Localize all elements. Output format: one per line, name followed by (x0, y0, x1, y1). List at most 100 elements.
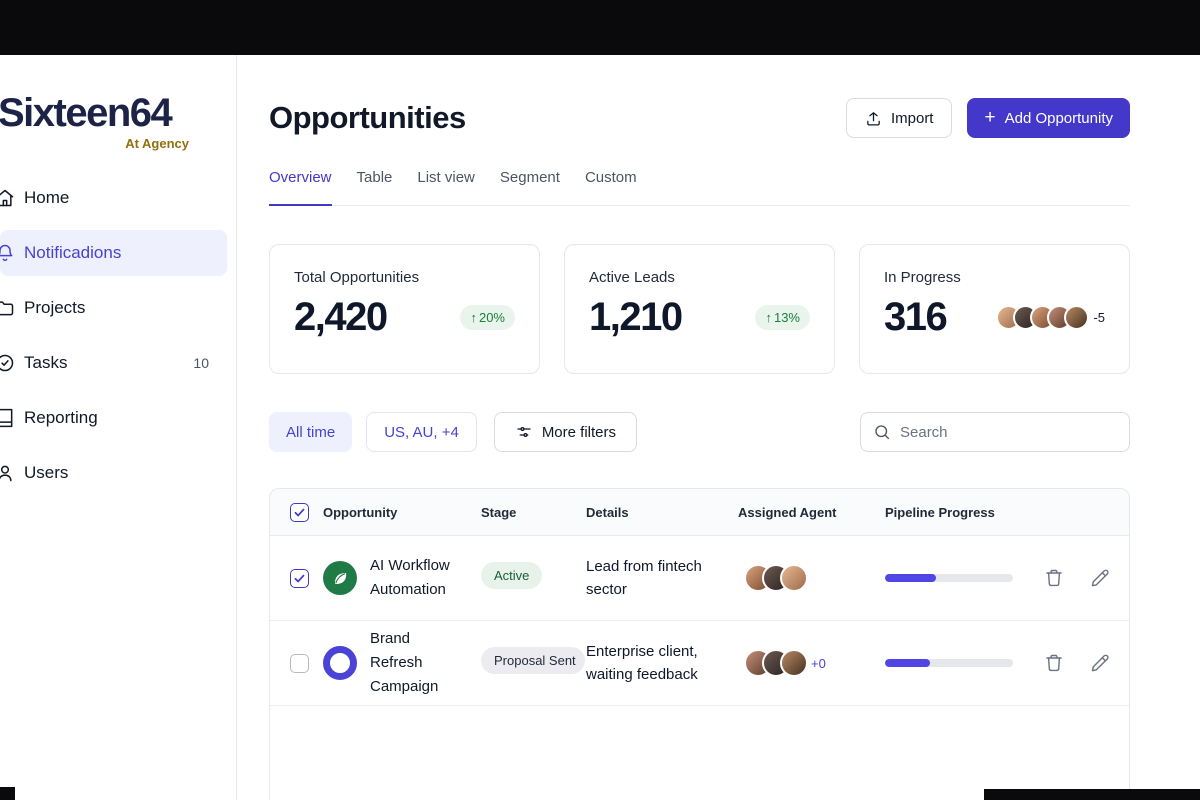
page-title: Opportunities (269, 100, 466, 135)
column-header-pipeline-progress: Pipeline Progress (885, 504, 995, 520)
sidebar-item-reporting[interactable]: Reporting (0, 395, 227, 441)
opportunity-ring-icon (323, 646, 357, 680)
stat-card-active-leads: Active Leads 1,210 ↑ 13% (564, 244, 835, 374)
sidebar-item-users[interactable]: Users (0, 450, 227, 496)
tab-bar: Overview Table List view Segment Custom (269, 169, 1130, 206)
pencil-icon (1091, 654, 1109, 672)
folder-icon (0, 298, 15, 318)
table-row: Brand Refresh Campaign Proposal Sent Ent… (270, 621, 1129, 706)
search-icon (875, 425, 890, 440)
stats-row: Total Opportunities 2,420 ↑ 20% Active L… (269, 244, 1130, 374)
trash-icon (1046, 654, 1062, 672)
sidebar-item-tasks[interactable]: Tasks 10 (0, 340, 227, 386)
delete-button[interactable] (1044, 568, 1064, 588)
more-filters-label: More filters (541, 423, 616, 441)
bell-icon (0, 243, 15, 263)
sidebar-item-label: Notificadions (24, 243, 122, 262)
more-filters-button[interactable]: More filters (493, 412, 637, 452)
stat-label: In Progress (884, 269, 961, 286)
home-icon (0, 188, 15, 208)
sidebar-item-label: Tasks (24, 353, 68, 372)
sidebar-item-notifications[interactable]: Notificadions (0, 230, 227, 276)
delete-button[interactable] (1044, 653, 1064, 673)
tab-overview[interactable]: Overview (269, 169, 332, 206)
pipeline-progress-bar (885, 574, 1013, 582)
avatar-cluster: -5 (996, 305, 1105, 330)
pipeline-progress-fill (885, 659, 930, 667)
add-opportunity-button[interactable]: + Add Opportunity (967, 98, 1130, 138)
opportunity-leaf-icon (323, 561, 357, 595)
table-header-row: Opportunity Stage Details Assigned Agent… (270, 489, 1129, 536)
column-header-opportunity: Opportunity (323, 504, 398, 520)
opportunity-name[interactable]: AI Workflow Automation (370, 557, 450, 598)
avatar (780, 649, 808, 677)
trend-value: 20% (478, 310, 505, 325)
add-opportunity-button-label: Add Opportunity (1004, 109, 1113, 127)
select-all-checkbox[interactable] (290, 502, 309, 522)
trend-up-icon: ↑ (470, 310, 477, 325)
plus-icon: + (984, 106, 996, 128)
top-bar (0, 0, 1200, 55)
header-actions: Import + Add Opportunity (845, 98, 1130, 138)
upload-icon (865, 110, 882, 127)
app-window: Sixteen64 At Agency Home Notificadions (0, 55, 1200, 800)
import-button-label: Import (890, 109, 934, 127)
trend-value: 13% (773, 310, 800, 325)
opportunity-name[interactable]: Brand Refresh Campaign (370, 630, 439, 695)
opportunities-table: Opportunity Stage Details Assigned Agent… (269, 488, 1130, 800)
stat-value: 316 (884, 295, 948, 339)
tab-table[interactable]: Table (356, 169, 393, 186)
assigned-agents (738, 564, 885, 592)
sidebar-item-home[interactable]: Home (0, 175, 227, 221)
opportunity-details: Enterprise client, waiting feedback (586, 642, 698, 683)
edit-button[interactable] (1090, 568, 1110, 588)
main-content: Opportunities Import + Add Opportunity O… (237, 55, 1200, 800)
pipeline-progress-bar (885, 659, 1013, 667)
pipeline-progress-fill (885, 574, 937, 582)
logo-text: Sixteen64 (0, 91, 173, 135)
stage-badge: Active (481, 562, 543, 589)
book-icon (0, 408, 15, 428)
avatar (1064, 305, 1090, 330)
tab-segment[interactable]: Segment (499, 169, 560, 186)
sidebar: Sixteen64 At Agency Home Notificadions (0, 55, 237, 800)
stat-card-in-progress: In Progress 316 -5 (859, 244, 1130, 374)
time-filter-chip[interactable]: All time (269, 412, 353, 452)
stage-badge: Proposal Sent (481, 647, 585, 674)
pencil-icon (1091, 569, 1109, 587)
avatar (780, 564, 808, 592)
row-checkbox[interactable] (290, 653, 309, 673)
stat-label: Total Opportunities (294, 269, 420, 286)
edit-button[interactable] (1090, 653, 1110, 673)
stat-value: 2,420 (294, 295, 388, 339)
stat-card-total-opportunities: Total Opportunities 2,420 ↑ 20% (269, 244, 540, 374)
search-input[interactable] (900, 423, 1117, 441)
import-button[interactable]: Import (845, 98, 953, 138)
bottom-left-black-corner (0, 787, 15, 800)
trend-badge: ↑ 13% (755, 305, 810, 330)
logo-tagline: At Agency (125, 136, 189, 151)
trash-icon (1046, 569, 1062, 587)
tab-custom[interactable]: Custom (584, 169, 637, 186)
column-header-details: Details (586, 504, 629, 520)
sidebar-item-label: Users (24, 463, 69, 482)
tab-list-view[interactable]: List view (417, 169, 475, 186)
sidebar-item-label: Home (24, 188, 70, 207)
page-header: Opportunities Import + Add Opportunity (269, 98, 1130, 138)
check-circle-icon (0, 353, 15, 373)
stat-label: Active Leads (589, 269, 675, 286)
trend-up-icon: ↑ (765, 310, 772, 325)
tasks-count-badge: 10 (193, 355, 209, 371)
search-box (860, 412, 1130, 452)
avatar-overflow-count: -5 (1093, 310, 1105, 325)
agents-overflow-count: +0 (811, 655, 826, 671)
column-header-assigned-agent: Assigned Agent (738, 504, 837, 520)
table-row: AI Workflow Automation Active Lead from … (270, 536, 1129, 621)
assigned-agents: +0 (738, 649, 885, 677)
sidebar-item-projects[interactable]: Projects (0, 285, 227, 331)
user-icon (0, 463, 15, 483)
region-filter-chip[interactable]: US, AU, +4 (366, 412, 477, 452)
stat-value: 1,210 (589, 295, 683, 339)
column-header-stage: Stage (481, 504, 517, 520)
row-checkbox[interactable] (290, 568, 309, 588)
